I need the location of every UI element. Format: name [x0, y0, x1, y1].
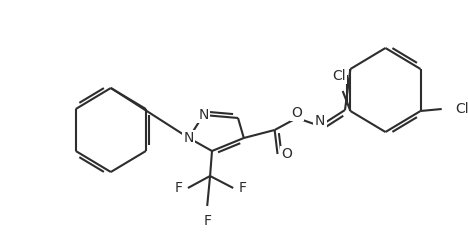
Text: F: F	[203, 214, 211, 228]
Text: N: N	[315, 114, 325, 128]
Text: N: N	[183, 131, 194, 145]
Text: O: O	[282, 147, 292, 161]
Text: F: F	[239, 181, 247, 195]
Text: Cl: Cl	[455, 102, 468, 116]
Text: F: F	[174, 181, 182, 195]
Text: O: O	[292, 106, 302, 120]
Text: Cl: Cl	[332, 69, 346, 83]
Text: N: N	[198, 108, 209, 122]
